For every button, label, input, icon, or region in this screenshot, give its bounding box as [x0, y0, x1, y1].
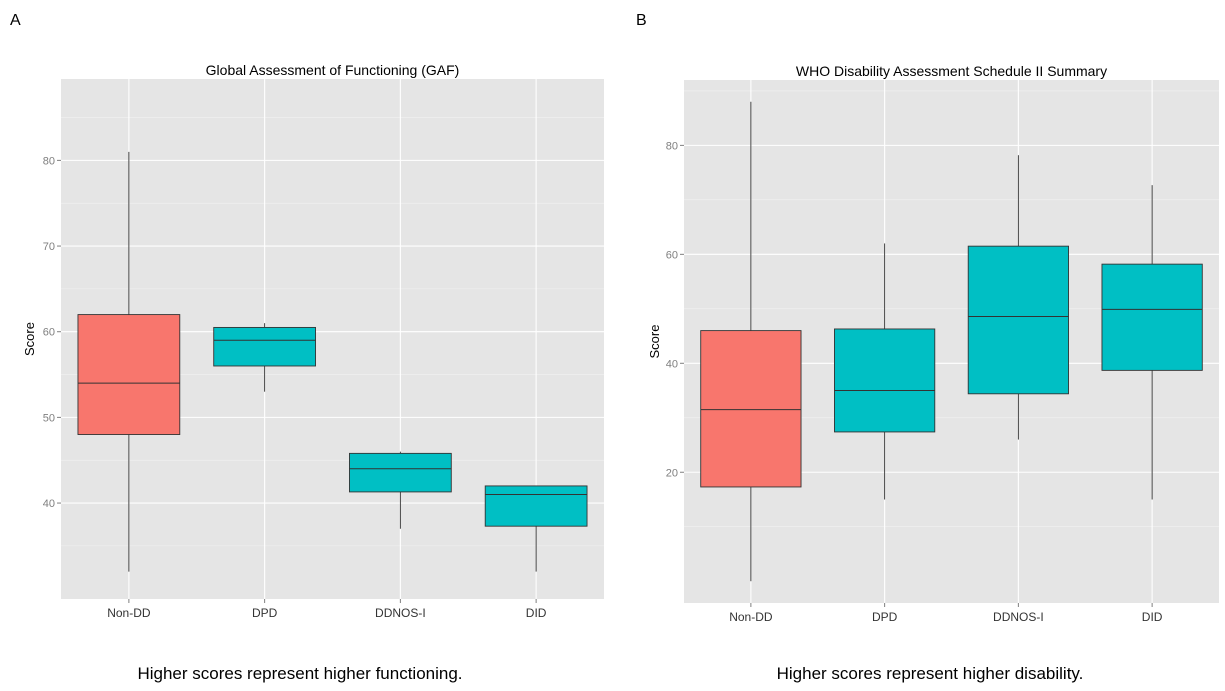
y-tick-label: 60 [43, 327, 55, 339]
box-iqr [700, 330, 802, 488]
x-tick-label: DID [1142, 610, 1163, 624]
chart-title: WHO Disability Assessment Schedule II Su… [796, 63, 1107, 79]
box-iqr [834, 328, 936, 433]
box-iqr [349, 452, 452, 493]
y-tick-label: 20 [666, 467, 678, 479]
x-tick-label: DPD [252, 606, 278, 620]
panel-a-caption: Higher scores represent higher functioni… [137, 664, 463, 683]
y-tick-label: 80 [43, 155, 55, 167]
box-ddnos-i [349, 451, 452, 529]
x-tick-label: Non-DD [729, 610, 773, 624]
box-iqr [484, 485, 588, 527]
panel-a-letter: A [10, 12, 21, 29]
chart-whodas: 20 40 60 80 Non-DD DPD DDNOS-I DID WHO Disabilit… [647, 63, 1219, 624]
x-tick-label: Non-DD [107, 606, 151, 620]
x-tick-label: DDNOS-I [993, 610, 1044, 624]
box-did [1101, 185, 1203, 500]
panel-b-letter: B [636, 12, 647, 29]
x-tick-label: DDNOS-I [375, 606, 426, 620]
box-iqr [967, 245, 1069, 395]
box-iqr [1101, 263, 1203, 371]
y-tick-label: 40 [666, 358, 678, 370]
y-tick-label: 40 [43, 498, 55, 510]
box-non-dd [700, 101, 802, 582]
y-tick-label: 80 [666, 140, 678, 152]
panel-b-caption: Higher scores represent higher disabilit… [776, 664, 1084, 683]
box-ddnos-i [967, 155, 1069, 440]
y-axis-label: Score [647, 325, 662, 359]
box-non-dd [77, 151, 181, 572]
y-tick-label: 70 [43, 241, 55, 253]
y-tick-label: 60 [666, 249, 678, 261]
box-dpd [213, 323, 316, 392]
box-did [484, 485, 588, 572]
box-dpd [834, 243, 936, 500]
chart-title: Global Assessment of Functioning (GAF) [206, 62, 460, 78]
y-axis-label: Score [22, 322, 37, 356]
chart-gaf: 40 50 60 70 80 Non-DD DPD DDNOS-I DID Global Asse… [22, 62, 604, 620]
y-tick-label: 50 [43, 412, 55, 424]
x-tick-label: DPD [872, 610, 898, 624]
box-iqr [77, 314, 181, 435]
box-iqr [213, 326, 316, 367]
x-tick-label: DID [526, 606, 547, 620]
